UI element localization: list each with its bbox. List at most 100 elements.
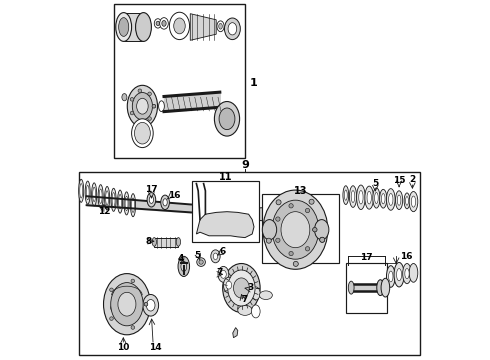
Circle shape [319, 237, 325, 242]
Bar [192, 181, 259, 242]
Circle shape [131, 326, 135, 329]
Ellipse shape [125, 196, 128, 211]
Ellipse shape [389, 271, 393, 282]
Ellipse shape [170, 12, 190, 40]
Text: 16: 16 [168, 191, 180, 200]
Ellipse shape [395, 191, 403, 210]
Circle shape [289, 204, 293, 208]
Circle shape [309, 199, 314, 204]
Ellipse shape [154, 19, 162, 28]
Ellipse shape [373, 188, 380, 208]
Circle shape [289, 251, 293, 256]
Ellipse shape [118, 190, 122, 213]
Circle shape [215, 219, 225, 229]
Ellipse shape [238, 305, 252, 315]
Polygon shape [196, 212, 254, 238]
Ellipse shape [99, 189, 102, 203]
Circle shape [144, 302, 148, 306]
Ellipse shape [281, 212, 310, 248]
Ellipse shape [132, 93, 152, 120]
Ellipse shape [394, 262, 404, 287]
Circle shape [130, 111, 134, 115]
Text: 15: 15 [393, 176, 405, 185]
Ellipse shape [315, 220, 329, 240]
Ellipse shape [381, 194, 385, 204]
Ellipse shape [365, 186, 373, 209]
Ellipse shape [380, 189, 387, 208]
Ellipse shape [132, 198, 134, 212]
Ellipse shape [162, 21, 166, 26]
Ellipse shape [403, 264, 411, 284]
Bar [114, 4, 245, 158]
Ellipse shape [228, 270, 255, 306]
Circle shape [138, 89, 142, 93]
Ellipse shape [149, 196, 153, 203]
Ellipse shape [106, 191, 109, 205]
Circle shape [131, 279, 135, 283]
Text: 12: 12 [98, 207, 110, 216]
Circle shape [276, 200, 281, 205]
Ellipse shape [147, 300, 155, 311]
Ellipse shape [405, 269, 409, 279]
Ellipse shape [130, 194, 136, 217]
Ellipse shape [344, 190, 347, 200]
Ellipse shape [143, 294, 159, 316]
Circle shape [152, 104, 156, 108]
Ellipse shape [213, 253, 218, 260]
Ellipse shape [181, 261, 187, 271]
Circle shape [130, 98, 134, 101]
Circle shape [313, 228, 317, 232]
Ellipse shape [263, 190, 328, 269]
Ellipse shape [93, 187, 96, 202]
Ellipse shape [222, 264, 260, 312]
Circle shape [237, 221, 245, 229]
Ellipse shape [387, 189, 395, 210]
Text: 2: 2 [409, 175, 416, 184]
Ellipse shape [396, 269, 402, 281]
Ellipse shape [262, 220, 277, 240]
Text: 5: 5 [195, 251, 200, 260]
Ellipse shape [119, 194, 122, 209]
Ellipse shape [409, 264, 418, 282]
Ellipse shape [103, 274, 150, 335]
Ellipse shape [211, 250, 220, 263]
Ellipse shape [124, 192, 129, 215]
Ellipse shape [389, 194, 393, 205]
Ellipse shape [161, 195, 170, 210]
Ellipse shape [259, 291, 272, 300]
Text: 13: 13 [294, 186, 307, 196]
Circle shape [110, 288, 113, 292]
Ellipse shape [257, 208, 266, 221]
Text: 17: 17 [145, 185, 158, 194]
Circle shape [217, 221, 222, 227]
Ellipse shape [178, 256, 190, 276]
Ellipse shape [159, 101, 164, 112]
Ellipse shape [228, 23, 237, 35]
Text: 8: 8 [146, 237, 151, 246]
Ellipse shape [397, 195, 401, 205]
Ellipse shape [348, 281, 354, 294]
Ellipse shape [122, 94, 127, 101]
Circle shape [197, 258, 205, 266]
Polygon shape [190, 14, 216, 40]
Ellipse shape [374, 193, 378, 203]
Ellipse shape [272, 200, 319, 259]
Text: 17: 17 [360, 253, 372, 262]
Polygon shape [233, 328, 238, 338]
Text: 16: 16 [400, 252, 413, 261]
Ellipse shape [349, 186, 357, 207]
Bar [154, 238, 178, 247]
Text: 1: 1 [250, 78, 258, 88]
Ellipse shape [132, 119, 153, 148]
Circle shape [276, 217, 280, 221]
Circle shape [266, 238, 271, 243]
Ellipse shape [85, 181, 90, 204]
Bar [262, 194, 339, 263]
Ellipse shape [343, 186, 349, 204]
Ellipse shape [111, 188, 116, 211]
Ellipse shape [217, 21, 224, 32]
Bar [123, 13, 144, 41]
Ellipse shape [351, 191, 355, 202]
Circle shape [276, 238, 280, 243]
Ellipse shape [387, 266, 395, 287]
